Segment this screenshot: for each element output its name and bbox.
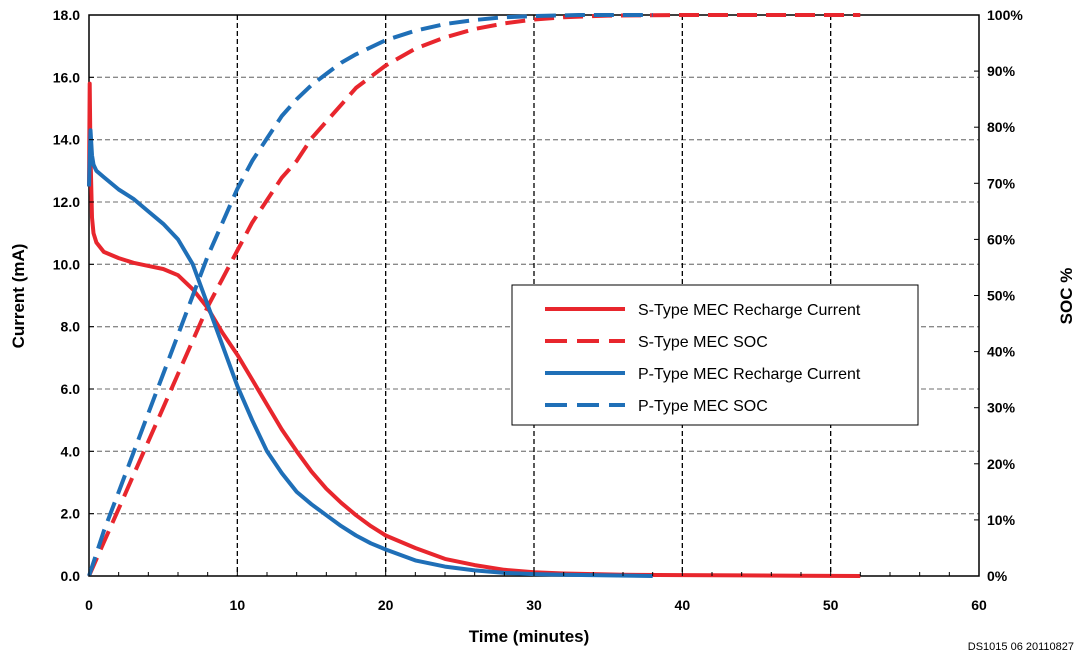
x-axis-title: Time (minutes): [469, 627, 590, 646]
y-tick-label: 4.0: [61, 443, 81, 459]
y2-axis-title: SOC %: [1057, 268, 1076, 325]
y-tick-label: 2.0: [61, 506, 81, 522]
y2-tick-label: 40%: [987, 344, 1016, 360]
legend-label-s-type-mec-recharge-current: S-Type MEC Recharge Current: [638, 302, 861, 319]
series-layer: [87, 13, 861, 578]
y2-tick-label: 70%: [987, 175, 1016, 191]
p-type-mec-soc-line: [87, 13, 653, 577]
y2-tick-label: 0%: [987, 568, 1008, 584]
y-tick-label: 12.0: [53, 194, 80, 210]
y2-tick-label: 30%: [987, 400, 1016, 416]
y-tick-label: 10.0: [53, 256, 80, 272]
legend: S-Type MEC Recharge Current S-Type MEC SO…: [511, 284, 919, 426]
legend-label-s-type-mec-soc: S-Type MEC SOC: [638, 334, 768, 351]
y-tick-label: 18.0: [53, 7, 80, 23]
x-tick-label: 40: [675, 597, 691, 613]
y-tick-label: 14.0: [53, 132, 80, 148]
tick-labels: 0 10 20 30 40 50 60 0.0 2.0 4.0 6.0 8.0 10.0 12.0 14.0…: [53, 7, 1024, 613]
y2-tick-label: 20%: [987, 456, 1016, 472]
legend-label-p-type-mec-soc: P-Type MEC SOC: [638, 398, 768, 415]
y2-tick-label: 80%: [987, 119, 1016, 135]
y-axis-title: Current (mA): [9, 244, 28, 349]
y2-tick-label: 10%: [987, 512, 1016, 528]
y2-tick-label: 60%: [987, 231, 1016, 247]
y2-tick-label: 100%: [987, 7, 1023, 23]
y2-tick-label: 50%: [987, 288, 1016, 304]
x-tick-label: 50: [823, 597, 839, 613]
x-tick-label: 20: [378, 597, 394, 613]
x-tick-label: 60: [971, 597, 987, 613]
s-type-mec-soc-line: [87, 13, 861, 577]
y2-tick-label: 90%: [987, 63, 1016, 79]
x-tick-label: 10: [230, 597, 246, 613]
legend-label-p-type-mec-recharge-current: P-Type MEC Recharge Current: [638, 366, 861, 383]
y-tick-label: 8.0: [61, 319, 81, 335]
x-tick-label: 30: [526, 597, 542, 613]
x-tick-label: 0: [85, 597, 93, 613]
y-tick-label: 6.0: [61, 381, 81, 397]
p-type-mec-recharge-current-line: [87, 128, 653, 578]
y-tick-label: 0.0: [61, 568, 81, 584]
ticks: [88, 14, 980, 577]
y-tick-label: 16.0: [53, 69, 80, 85]
footnote: DS1015 06 20110827: [968, 641, 1074, 652]
